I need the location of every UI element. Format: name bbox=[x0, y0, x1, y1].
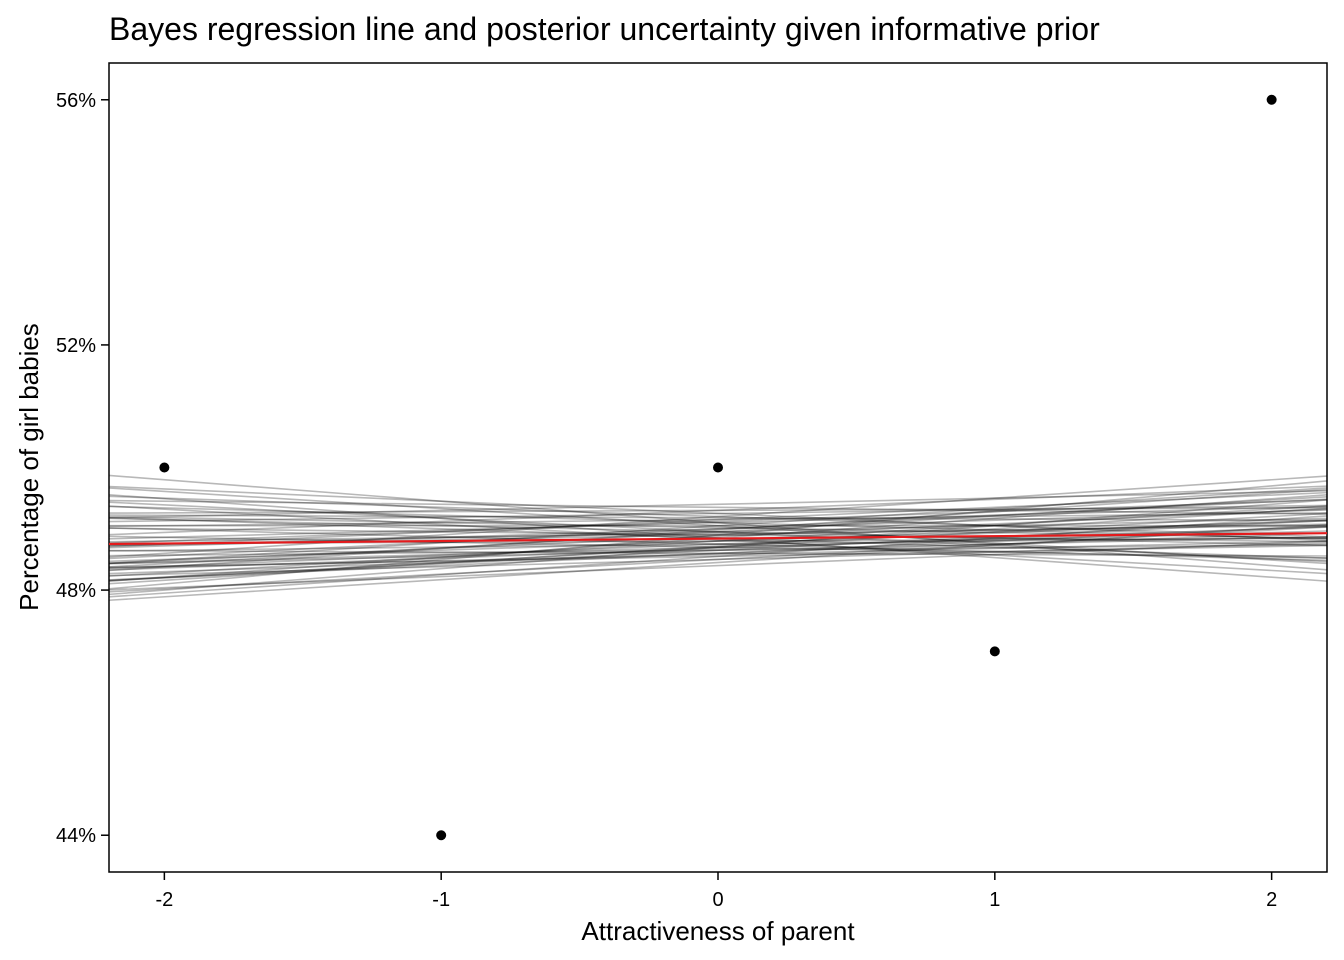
x-axis-title: Attractiveness of parent bbox=[581, 916, 855, 946]
posterior-draw-line bbox=[108, 536, 1328, 552]
y-axis-title: Percentage of girl babies bbox=[14, 323, 44, 611]
data-point bbox=[1266, 94, 1277, 105]
regression-line-group bbox=[108, 532, 1328, 546]
posterior-draw-line bbox=[108, 499, 1328, 596]
posterior-draw-line bbox=[108, 487, 1328, 565]
posterior-draw-line bbox=[108, 544, 1328, 557]
posterior-draw-line bbox=[108, 505, 1328, 540]
data-point bbox=[713, 462, 723, 473]
data-point bbox=[989, 646, 1000, 657]
posterior-draw-line bbox=[108, 517, 1328, 547]
posterior-draw-line bbox=[108, 526, 1328, 593]
posterior-draw-line bbox=[108, 532, 1328, 575]
x-tick-label: -1 bbox=[432, 889, 450, 911]
x-axis: -2 -1 0 1 2 bbox=[155, 872, 1277, 911]
posterior-draw-line bbox=[108, 542, 1328, 577]
posterior-draw-line bbox=[108, 488, 1328, 572]
posterior-draw-line bbox=[108, 514, 1328, 522]
posterior-draw-line bbox=[108, 512, 1328, 582]
posterior-draw-line bbox=[108, 540, 1328, 569]
posterior-draw-line bbox=[108, 495, 1328, 568]
y-tick-label: 48% bbox=[56, 580, 96, 602]
x-tick-label: 1 bbox=[989, 889, 1000, 911]
posterior-draw-line bbox=[108, 540, 1328, 591]
posterior-draw-line bbox=[108, 485, 1328, 542]
posterior-draw-line bbox=[108, 505, 1328, 540]
posterior-draw-line bbox=[108, 506, 1328, 514]
posterior-draw-line bbox=[108, 530, 1328, 565]
data-point bbox=[436, 830, 447, 841]
posterior-draw-line bbox=[108, 480, 1328, 590]
posterior-draw-line bbox=[108, 508, 1328, 564]
posterior-draw-line bbox=[108, 498, 1328, 560]
y-axis: 44% 48% 52% 56% bbox=[56, 90, 109, 847]
posterior-draw-line bbox=[108, 535, 1328, 559]
posterior-draw-line bbox=[108, 535, 1328, 565]
posterior-draw-line bbox=[108, 519, 1328, 570]
x-tick-label: 0 bbox=[712, 889, 723, 911]
y-tick-label: 52% bbox=[56, 335, 96, 357]
data-points bbox=[159, 94, 1277, 841]
posterior-draw-line bbox=[108, 504, 1328, 523]
posterior-draw-line bbox=[108, 475, 1328, 558]
posterior-draw-line bbox=[108, 519, 1328, 581]
posterior-draw-line bbox=[108, 523, 1328, 602]
posterior-draw-line bbox=[108, 520, 1328, 563]
posterior-draw-line bbox=[108, 512, 1328, 528]
posterior-draw-line bbox=[108, 487, 1328, 565]
x-tick-label: -2 bbox=[155, 889, 173, 911]
posterior-draw-line bbox=[108, 501, 1328, 563]
x-tick-label: 2 bbox=[1266, 889, 1277, 911]
posterior-draw-line bbox=[108, 489, 1328, 519]
posterior-draw-line bbox=[108, 491, 1328, 548]
posterior-draw-line bbox=[108, 499, 1328, 515]
y-tick-label: 44% bbox=[56, 825, 96, 847]
y-tick-label: 56% bbox=[56, 90, 96, 112]
posterior-draw-line bbox=[108, 524, 1328, 543]
posterior-draw-line bbox=[108, 474, 1328, 571]
posterior-draw-line bbox=[108, 549, 1328, 557]
posterior-draw-line bbox=[108, 495, 1328, 538]
posterior-draw-line bbox=[108, 507, 1328, 585]
posterior-draw-line bbox=[108, 517, 1328, 547]
posterior-draw-line bbox=[108, 515, 1328, 598]
posterior-draw-line bbox=[108, 527, 1328, 543]
posterior-draw-line bbox=[108, 485, 1328, 536]
posterior-draw-line bbox=[108, 505, 1328, 575]
data-point bbox=[159, 462, 170, 473]
chart-title: Bayes regression line and posterior unce… bbox=[109, 11, 1100, 47]
posterior-draw-line bbox=[108, 505, 1328, 577]
regression-line bbox=[108, 532, 1328, 546]
posterior-draw-line bbox=[108, 499, 1328, 544]
posterior-draw-line bbox=[108, 544, 1328, 568]
posterior-draw-line bbox=[108, 527, 1328, 562]
